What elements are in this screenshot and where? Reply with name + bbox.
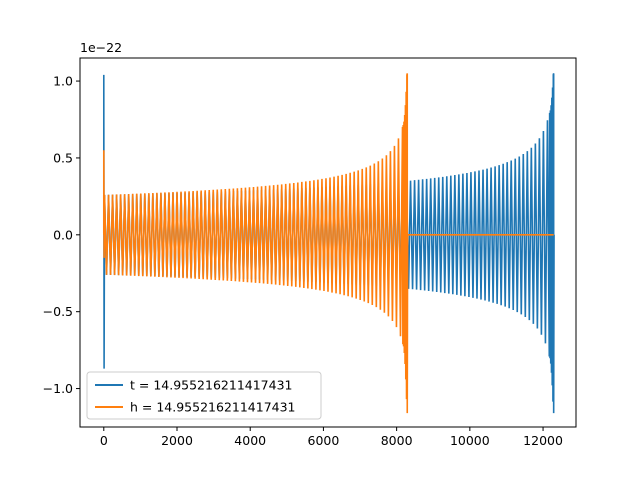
- y-offset-label: 1e−22: [80, 40, 122, 55]
- y-tick-label: 0.5: [53, 150, 73, 165]
- y-tick-label: 1.0: [53, 74, 73, 89]
- x-tick-label: 0: [100, 433, 108, 448]
- x-axis: 0 2000 4000 6000 8000 10000 12000: [100, 427, 563, 448]
- series-layer: [102, 73, 555, 414]
- x-tick-label: 4000: [234, 433, 266, 448]
- y-tick-label: −0.5: [43, 304, 73, 319]
- series-line-h: [102, 73, 554, 414]
- x-tick-label: 2000: [161, 433, 193, 448]
- x-tick-label: 8000: [381, 433, 413, 448]
- x-tick-label: 10000: [450, 433, 490, 448]
- legend-box: [86, 371, 322, 420]
- legend-label-t: t = 14.955216211417431: [130, 378, 293, 393]
- y-axis: 1.0 0.5 0.0 −0.5 −1.0: [43, 74, 80, 396]
- legend-label-h: h = 14.955216211417431: [130, 400, 296, 415]
- y-tick-label: 0.0: [53, 227, 73, 242]
- legend: t = 14.955216211417431 h = 14.9552162114…: [86, 371, 322, 420]
- x-tick-label: 12000: [523, 433, 563, 448]
- axes-frame: [79, 57, 577, 428]
- x-tick-label: 6000: [308, 433, 340, 448]
- y-tick-label: −1.0: [43, 381, 73, 396]
